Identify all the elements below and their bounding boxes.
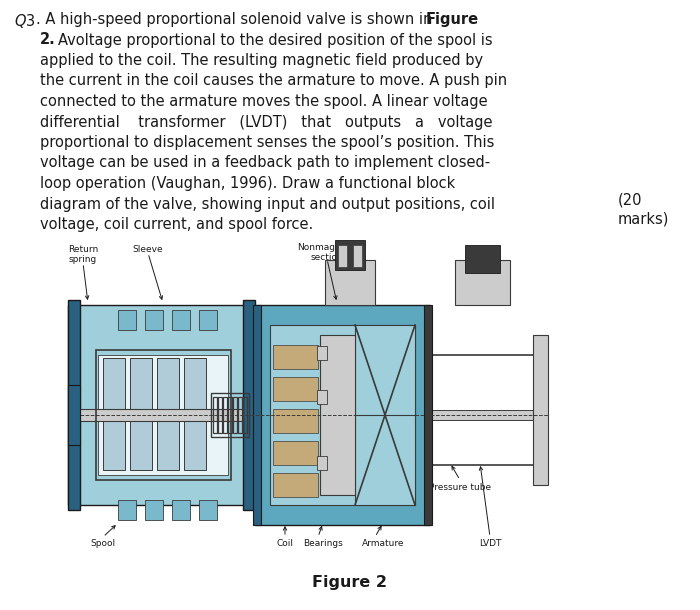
Bar: [270, 325, 415, 505]
Bar: [103, 358, 125, 470]
Text: differential    transformer   (LVDT)   that   outputs   a   voltage: differential transformer (LVDT) that out…: [40, 115, 493, 129]
Bar: [80, 409, 243, 421]
Bar: [211, 393, 249, 437]
Bar: [317, 456, 327, 470]
Text: voltage, coil current, and spool force.: voltage, coil current, and spool force.: [40, 217, 314, 232]
Bar: [145, 310, 163, 330]
Bar: [145, 500, 163, 520]
Text: section: section: [311, 253, 344, 262]
Bar: [273, 409, 318, 433]
Bar: [273, 473, 318, 497]
Bar: [184, 358, 206, 470]
Bar: [455, 260, 510, 305]
Bar: [320, 335, 355, 495]
Bar: [355, 325, 415, 505]
Bar: [325, 260, 375, 305]
Text: Return: Return: [68, 245, 98, 254]
Bar: [335, 240, 365, 270]
Bar: [338, 245, 347, 267]
Text: Avoltage proportional to the desired position of the spool is: Avoltage proportional to the desired pos…: [58, 32, 493, 48]
Bar: [130, 358, 152, 470]
Bar: [68, 305, 253, 505]
Bar: [273, 377, 318, 401]
Bar: [430, 355, 538, 465]
Bar: [228, 397, 232, 433]
Text: the current in the coil causes the armature to move. A push pin: the current in the coil causes the armat…: [40, 73, 507, 88]
Bar: [238, 397, 242, 433]
Bar: [465, 245, 500, 273]
Text: . A high-speed proportional solenoid valve is shown in: . A high-speed proportional solenoid val…: [36, 12, 437, 27]
Bar: [199, 310, 217, 330]
Text: spring: spring: [69, 256, 97, 265]
Text: Sleeve: Sleeve: [133, 245, 163, 254]
Bar: [424, 305, 432, 525]
Bar: [223, 397, 227, 433]
Text: connected to the armature moves the spool. A linear voltage: connected to the armature moves the spoo…: [40, 94, 488, 109]
Bar: [243, 300, 255, 510]
Bar: [317, 346, 327, 360]
Text: Nonmagnetic: Nonmagnetic: [297, 243, 357, 251]
Bar: [118, 310, 136, 330]
Bar: [273, 345, 318, 369]
Bar: [243, 397, 247, 433]
Text: Pressure tube: Pressure tube: [429, 483, 491, 492]
Bar: [98, 355, 228, 475]
Text: Armature: Armature: [362, 539, 405, 548]
Bar: [430, 410, 533, 420]
Bar: [233, 397, 237, 433]
Text: Spool: Spool: [90, 539, 116, 548]
Bar: [273, 441, 318, 465]
Text: Figure: Figure: [426, 12, 479, 27]
Bar: [96, 350, 231, 480]
Text: proportional to displacement senses the spool’s position. This: proportional to displacement senses the …: [40, 135, 494, 150]
Text: Figure 2: Figure 2: [312, 575, 388, 589]
Text: LVDT: LVDT: [479, 539, 501, 548]
Bar: [199, 500, 217, 520]
Bar: [255, 305, 430, 525]
Bar: [218, 397, 222, 433]
Bar: [172, 310, 190, 330]
Text: Bearings: Bearings: [303, 539, 343, 548]
Text: loop operation (Vaughan, 1996). Draw a functional block: loop operation (Vaughan, 1996). Draw a f…: [40, 176, 455, 191]
Text: (20
marks): (20 marks): [618, 192, 669, 226]
Text: $\mathit{Q}$$\mathit{3}$: $\mathit{Q}$$\mathit{3}$: [14, 12, 36, 30]
Text: diagram of the valve, showing input and output positions, coil: diagram of the valve, showing input and …: [40, 196, 495, 212]
Bar: [68, 300, 80, 510]
Bar: [118, 500, 136, 520]
Text: Coil: Coil: [276, 539, 293, 548]
Bar: [157, 358, 179, 470]
Text: 2.: 2.: [40, 32, 56, 48]
Bar: [353, 245, 362, 267]
Bar: [253, 305, 261, 525]
Bar: [213, 397, 217, 433]
Bar: [317, 390, 327, 404]
Text: voltage can be used in a feedback path to implement closed-: voltage can be used in a feedback path t…: [40, 156, 490, 171]
Text: applied to the coil. The resulting magnetic field produced by: applied to the coil. The resulting magne…: [40, 53, 483, 68]
Bar: [533, 335, 548, 485]
Bar: [68, 385, 80, 445]
Bar: [172, 500, 190, 520]
